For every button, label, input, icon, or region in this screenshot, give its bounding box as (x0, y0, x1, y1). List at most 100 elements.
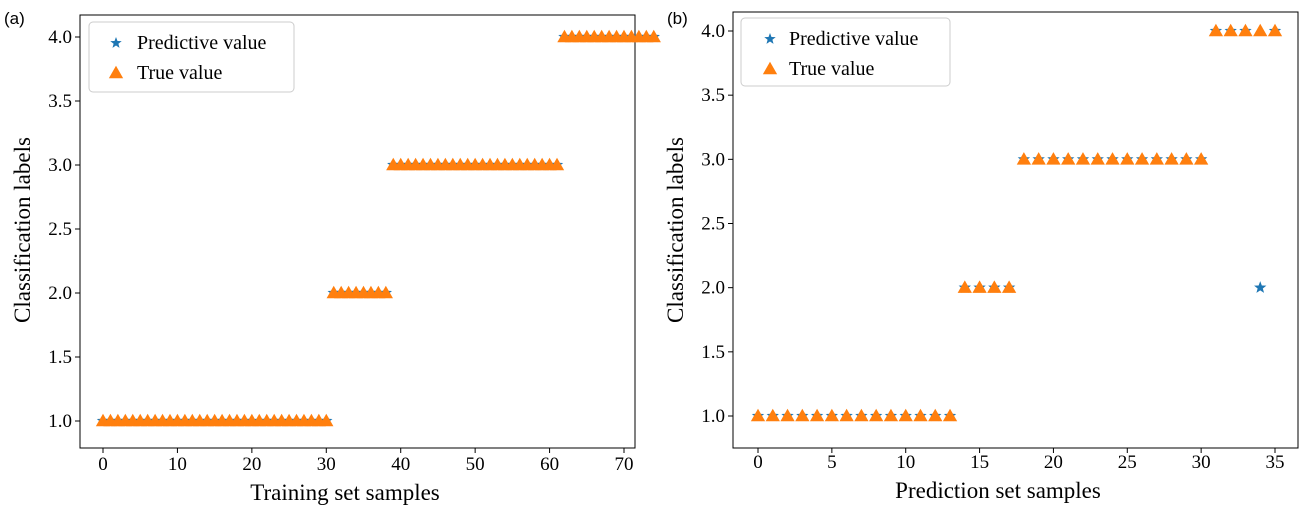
x-tick-label: 60 (540, 454, 559, 475)
x-tick-label: 50 (466, 454, 485, 475)
true-value-point (780, 408, 795, 422)
x-axis-ticks-a: 0 10 20 30 40 50 60 70 (98, 448, 634, 475)
true-value-point (1134, 152, 1150, 165)
true-value-point (378, 285, 393, 299)
legend-label-true-b: True value (789, 58, 874, 80)
true-value-point (1193, 152, 1209, 165)
true-value-point (795, 408, 810, 422)
y-tick-label: 1.5 (48, 347, 72, 368)
legend-triangle-icon (762, 61, 778, 75)
y-tick-label: 2.0 (48, 283, 72, 304)
true-value-point (839, 408, 854, 422)
x-tick-label: 10 (896, 452, 915, 473)
true-value-point (1253, 23, 1268, 37)
panel-a-training-chart: (a) 0 10 20 30 40 50 60 70 1.0 1.5 2.0 2.5 3.0 3.5 4.… (4, 9, 661, 505)
true-value-point (1090, 152, 1105, 165)
legend-triangle-marker (108, 65, 124, 79)
legend-star-icon (110, 37, 122, 48)
true-value-point (972, 280, 987, 293)
x-tick-label: 20 (1044, 452, 1063, 473)
y-tick-label: 3.0 (48, 155, 72, 176)
x-tick-label: 0 (753, 452, 763, 473)
x-tick-label: 70 (615, 454, 634, 475)
true-value-point (1001, 280, 1017, 293)
true-value-point (765, 408, 780, 422)
y-tick-label: 1.5 (701, 342, 725, 363)
x-tick-label: 5 (827, 452, 837, 473)
x-tick-label: 40 (391, 454, 410, 475)
y-axis-ticks-b: 1.0 1.5 2.0 2.5 3.0 3.5 4.0 (701, 21, 733, 427)
x-tick-label: 30 (1192, 452, 1211, 473)
true-value-point (1120, 152, 1135, 165)
true-value-point (913, 408, 928, 422)
y-axis-ticks-a: 1.0 1.5 2.0 2.5 3.0 3.5 4.0 (48, 27, 80, 432)
true-value-point (898, 408, 913, 422)
y-axis-title-b: Classification labels (663, 137, 688, 323)
true-value-point (869, 408, 884, 422)
true-value-point (1075, 152, 1091, 165)
true-value-point (1238, 23, 1253, 37)
true-value-point (824, 408, 840, 422)
true-value-point (1016, 152, 1032, 165)
legend-box-b (740, 17, 951, 87)
legend-label-predictive-b: Predictive value (789, 28, 919, 50)
x-axis-ticks-b: 0 5 10 15 20 25 30 35 (753, 448, 1285, 473)
legend-triangle-icon (108, 65, 124, 79)
y-tick-label: 2.5 (701, 214, 725, 235)
plot-area-b (732, 11, 1299, 449)
true-value-point (1046, 152, 1061, 165)
true-value-point (1031, 152, 1046, 165)
true-value-point (646, 29, 661, 43)
y-tick-label: 2.5 (48, 219, 72, 240)
legend-triangle-marker (762, 61, 778, 75)
true-value-point (942, 408, 958, 422)
true-value-point (1105, 152, 1120, 165)
true-value-point (1267, 23, 1283, 37)
true-value-point (987, 280, 1002, 293)
x-tick-label: 20 (242, 454, 261, 475)
data-markers-b (750, 23, 1283, 422)
true-value-point (319, 413, 334, 427)
panel-label-b: (b) (667, 9, 688, 28)
legend-b: Predictive value True value (740, 17, 951, 87)
true-value-point (1208, 23, 1224, 37)
true-value-point (809, 408, 825, 422)
true-value-point (1223, 23, 1238, 37)
y-tick-label: 1.0 (48, 411, 72, 432)
x-tick-label: 10 (168, 454, 187, 475)
data-markers-a (95, 29, 661, 427)
legend-a: Predictive value True value (88, 21, 295, 93)
true-value-point (957, 280, 972, 293)
x-tick-label: 15 (970, 452, 989, 473)
y-tick-label: 4.0 (48, 27, 72, 48)
y-tick-label: 3.5 (48, 91, 72, 112)
y-axis-title-a: Classification labels (10, 137, 35, 323)
true-value-point (1061, 152, 1076, 165)
plot-area-a (79, 14, 636, 449)
true-value-point (928, 408, 943, 422)
x-axis-title-b: Prediction set samples (895, 478, 1101, 503)
y-tick-label: 1.0 (701, 406, 725, 427)
x-axis-title-a: Training set samples (250, 480, 440, 505)
legend-star-icon (764, 33, 776, 44)
true-value-point (1179, 152, 1194, 165)
legend-star-marker (764, 33, 776, 44)
y-tick-label: 3.5 (701, 85, 725, 106)
x-tick-label: 0 (98, 454, 108, 475)
y-tick-label: 4.0 (701, 21, 725, 42)
true-value-point (1164, 152, 1179, 165)
y-tick-label: 3.0 (701, 149, 725, 170)
x-tick-label: 25 (1118, 452, 1137, 473)
true-value-point (854, 408, 869, 422)
legend-label-predictive-a: Predictive value (137, 32, 267, 54)
panel-b-prediction-chart: (b) 0 5 10 15 20 25 30 35 1.0 1.5 2.0 2.5 3.0 3.5 4.0… (663, 9, 1299, 503)
true-value-point (1149, 152, 1164, 165)
y-tick-label: 2.0 (701, 278, 725, 299)
true-value-point (750, 408, 766, 422)
predictive-value-point (1254, 281, 1267, 293)
legend-label-true-a: True value (137, 62, 222, 84)
x-tick-label: 35 (1266, 452, 1285, 473)
legend-box-a (88, 21, 295, 93)
x-tick-label: 30 (317, 454, 336, 475)
